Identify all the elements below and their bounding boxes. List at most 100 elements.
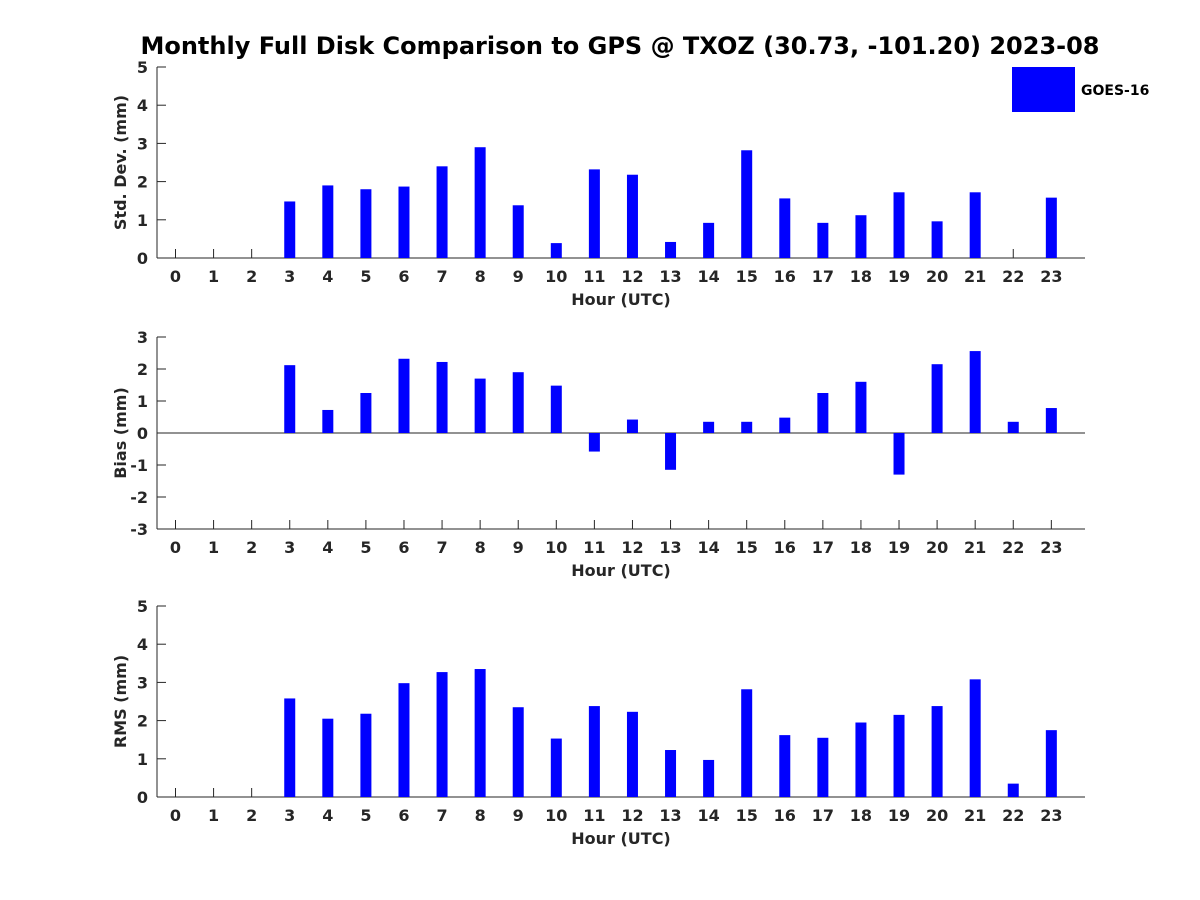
y-tick-label: 4 — [137, 635, 148, 654]
bar-hour-14 — [703, 759, 715, 797]
x-tick-label: 4 — [322, 267, 333, 286]
bar-hour-10 — [550, 385, 562, 433]
bar-hour-15 — [741, 421, 753, 433]
bar-hour-15 — [741, 689, 753, 797]
x-tick-label: 16 — [774, 538, 796, 557]
x-tick-label: 23 — [1040, 538, 1062, 557]
x-tick-label: 3 — [284, 267, 295, 286]
bar-hour-3 — [284, 365, 296, 433]
y-tick-label: 2 — [137, 712, 148, 731]
x-tick-label: 4 — [322, 806, 333, 825]
bar-hour-4 — [322, 718, 334, 797]
bar-hour-9 — [512, 205, 524, 258]
x-tick-label: 10 — [545, 806, 567, 825]
x-tick-label: 21 — [964, 806, 986, 825]
x-tick-label: 19 — [888, 267, 910, 286]
x-tick-label: 17 — [812, 806, 834, 825]
x-tick-label: 15 — [736, 267, 758, 286]
x-tick-label: 3 — [284, 806, 295, 825]
x-tick-label: 16 — [774, 806, 796, 825]
x-tick-label: 20 — [926, 806, 948, 825]
bar-hour-18 — [855, 722, 867, 797]
x-tick-label: 19 — [888, 538, 910, 557]
x-tick-label: 23 — [1040, 267, 1062, 286]
bar-hour-20 — [931, 221, 943, 258]
bar-hour-14 — [703, 421, 715, 433]
x-tick-label: 20 — [926, 267, 948, 286]
y-tick-label: 3 — [137, 328, 148, 347]
x-tick-label: 8 — [475, 538, 486, 557]
bar-hour-18 — [855, 381, 867, 433]
x-tick-label: 18 — [850, 267, 872, 286]
x-tick-label: 22 — [1002, 267, 1024, 286]
bar-hour-23 — [1045, 730, 1057, 797]
bar-hour-16 — [779, 198, 791, 258]
x-tick-label: 6 — [398, 538, 409, 557]
y-axis-label: RMS (mm) — [111, 655, 130, 748]
y-tick-label: 3 — [137, 134, 148, 153]
x-tick-label: 2 — [246, 806, 257, 825]
x-tick-label: 1 — [208, 267, 219, 286]
legend: GOES-16 — [1012, 67, 1149, 112]
x-tick-label: 8 — [475, 806, 486, 825]
bar-hour-20 — [931, 364, 943, 433]
bar-hour-17 — [817, 737, 829, 797]
legend-label: GOES-16 — [1081, 83, 1149, 99]
x-tick-label: 10 — [545, 538, 567, 557]
x-tick-label: 22 — [1002, 806, 1024, 825]
bar-hour-9 — [512, 372, 524, 433]
y-tick-label: 5 — [137, 58, 148, 77]
x-axis-label: Hour (UTC) — [571, 290, 671, 309]
x-tick-label: 18 — [850, 538, 872, 557]
y-tick-label: 0 — [137, 249, 148, 268]
x-tick-label: 6 — [398, 806, 409, 825]
y-tick-label: 3 — [137, 673, 148, 692]
bar-hour-5 — [360, 189, 372, 258]
x-tick-label: 7 — [436, 267, 447, 286]
bar-hour-13 — [665, 241, 677, 258]
bar-hour-9 — [512, 707, 524, 797]
y-tick-label: 5 — [137, 597, 148, 616]
bar-hour-23 — [1045, 408, 1057, 433]
x-tick-label: 14 — [697, 806, 719, 825]
x-tick-label: 21 — [964, 267, 986, 286]
x-tick-label: 19 — [888, 806, 910, 825]
bar-hour-17 — [817, 393, 829, 433]
y-tick-label: -3 — [130, 520, 148, 539]
bar-hour-19 — [893, 433, 905, 475]
bar-hour-20 — [931, 706, 943, 797]
x-tick-label: 10 — [545, 267, 567, 286]
bar-hour-17 — [817, 222, 829, 258]
y-tick-label: 1 — [137, 750, 148, 769]
x-tick-label: 11 — [583, 806, 605, 825]
bar-hour-8 — [474, 378, 486, 433]
x-tick-label: 20 — [926, 538, 948, 557]
bar-hour-5 — [360, 393, 372, 433]
bar-hour-11 — [588, 433, 600, 452]
bar-hour-7 — [436, 166, 448, 258]
bar-hour-3 — [284, 698, 296, 797]
x-tick-label: 1 — [208, 806, 219, 825]
bar-hour-8 — [474, 669, 486, 797]
y-tick-label: 1 — [137, 392, 148, 411]
y-tick-label: 2 — [137, 173, 148, 192]
bar-hour-13 — [665, 433, 677, 470]
bar-hour-6 — [398, 683, 410, 797]
bar-hour-10 — [550, 243, 562, 258]
y-tick-label: 1 — [137, 211, 148, 230]
x-tick-label: 12 — [621, 806, 643, 825]
x-tick-label: 17 — [812, 538, 834, 557]
bar-hour-6 — [398, 186, 410, 258]
x-tick-label: 18 — [850, 806, 872, 825]
bar-hour-18 — [855, 215, 867, 258]
bar-hour-7 — [436, 361, 448, 433]
y-tick-label: 2 — [137, 360, 148, 379]
x-tick-label: 6 — [398, 267, 409, 286]
x-tick-label: 14 — [697, 267, 719, 286]
x-axis-label: Hour (UTC) — [571, 829, 671, 848]
x-tick-label: 5 — [360, 806, 371, 825]
